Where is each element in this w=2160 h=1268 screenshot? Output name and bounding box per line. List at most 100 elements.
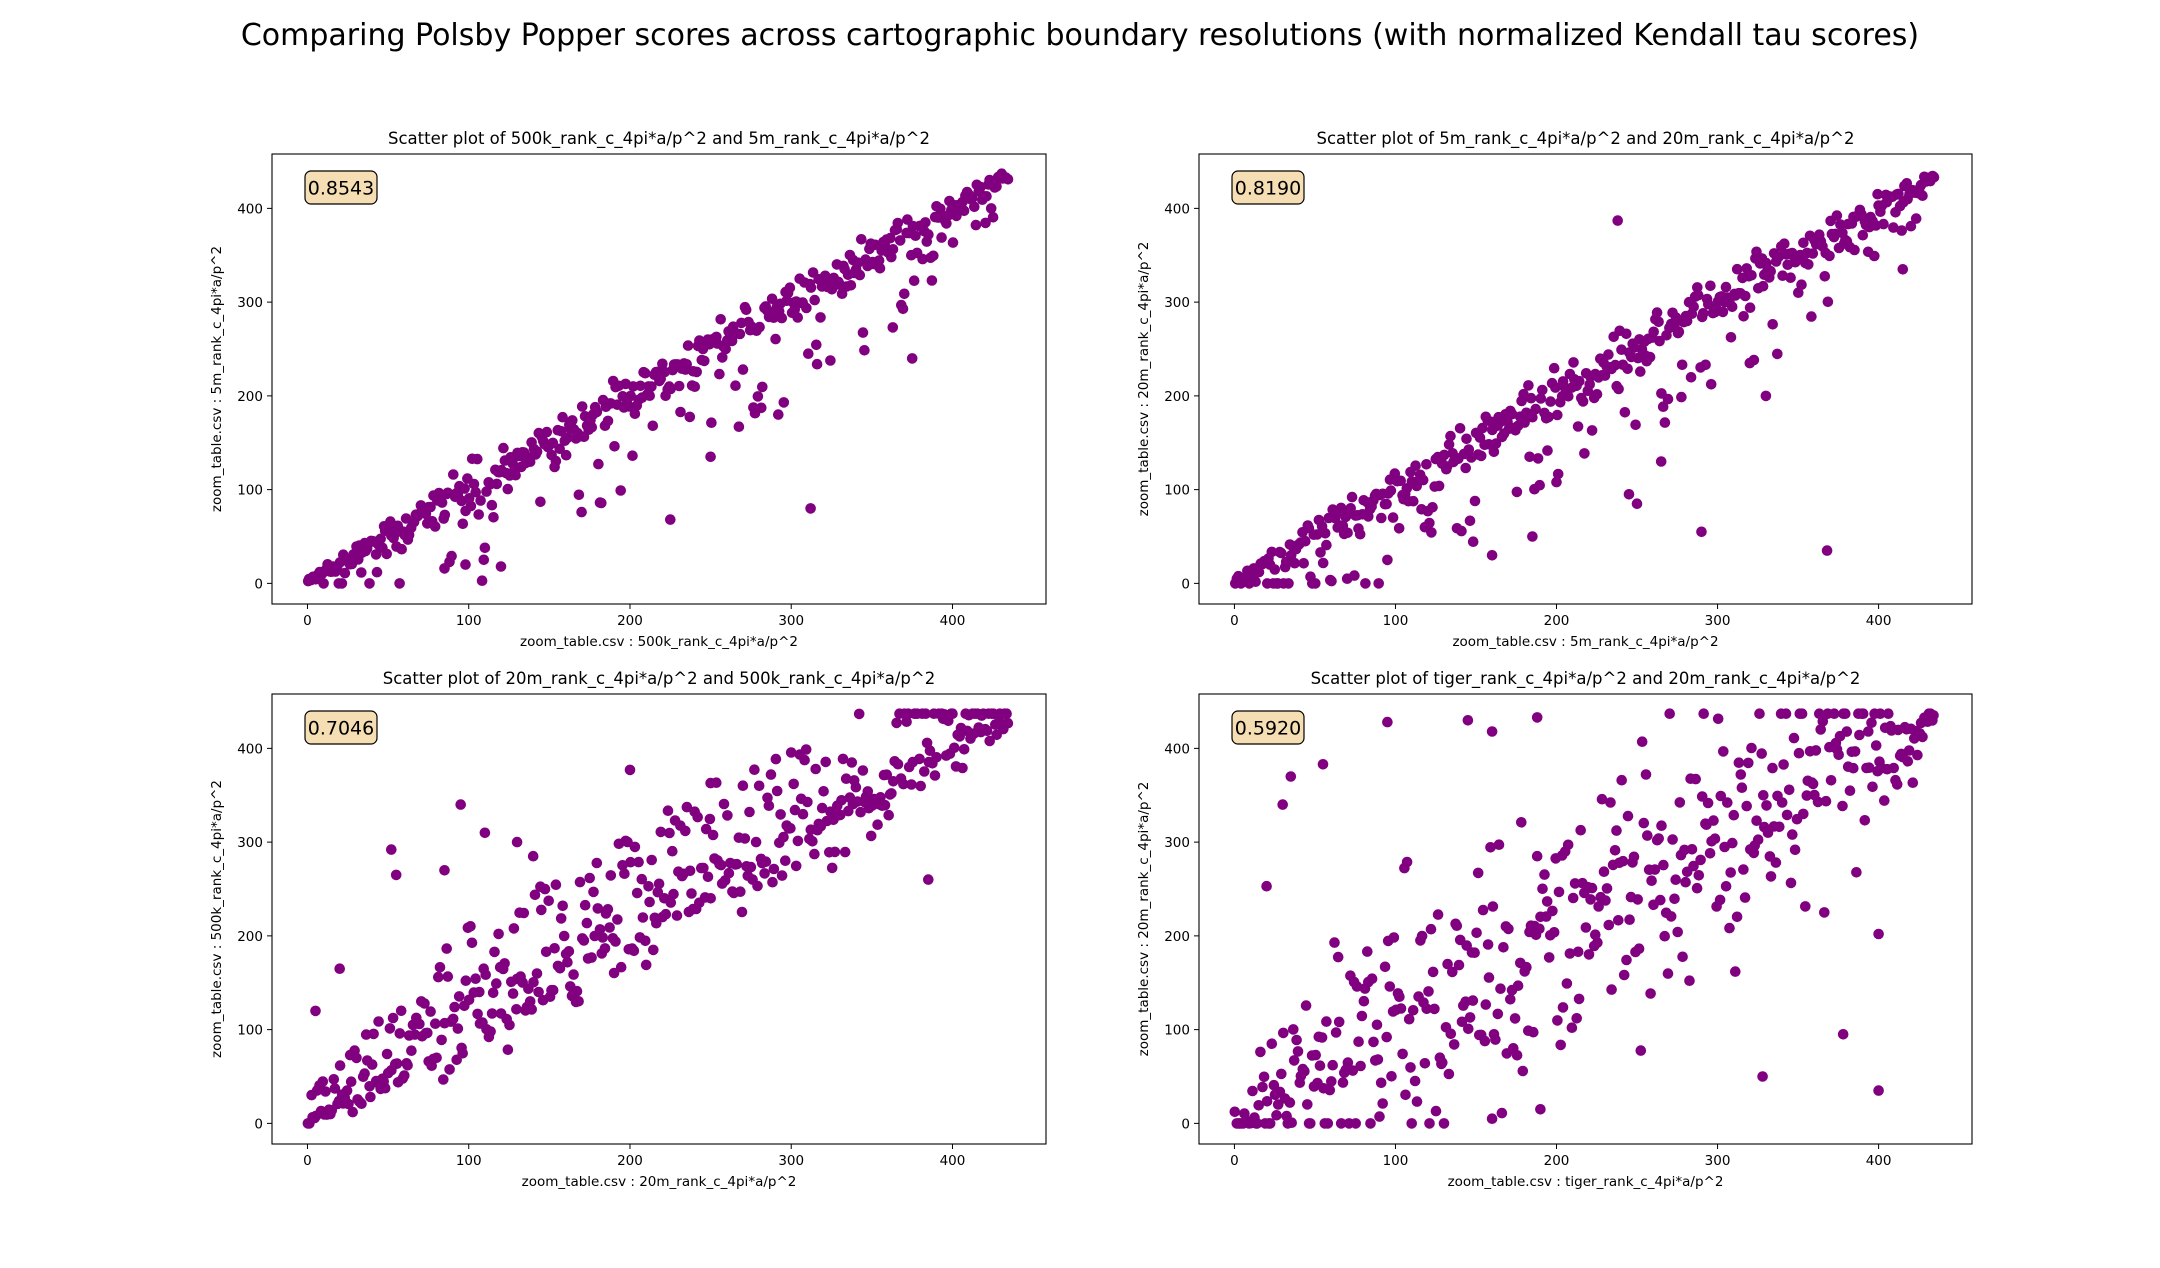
data-point: [1437, 1057, 1448, 1068]
data-point: [1373, 578, 1384, 589]
data-point: [1600, 895, 1611, 906]
data-point: [1619, 407, 1631, 418]
data-point: [1801, 790, 1813, 801]
data-point: [597, 932, 608, 943]
y-tick-label: 0: [1181, 576, 1190, 592]
x-tick-label: 300: [1705, 613, 1731, 629]
data-point: [1477, 422, 1488, 434]
data-point: [892, 758, 904, 770]
data-point: [1284, 1097, 1296, 1108]
data-point: [1319, 528, 1331, 539]
data-point: [799, 754, 810, 766]
data-point: [797, 808, 809, 820]
data-point: [1492, 1008, 1504, 1020]
data-point: [1247, 1085, 1258, 1097]
data-point: [801, 302, 812, 314]
data-point: [1610, 359, 1621, 371]
data-point: [857, 327, 869, 338]
data-point: [1803, 259, 1814, 270]
data-point: [1777, 270, 1788, 282]
data-point: [1395, 1003, 1407, 1014]
data-point: [1656, 820, 1667, 831]
y-tick-label: 0: [254, 576, 263, 592]
data-point: [540, 946, 552, 958]
data-point: [802, 796, 813, 808]
data-point: [879, 799, 891, 811]
data-point: [1251, 1118, 1263, 1129]
data-point: [705, 893, 716, 904]
data-point: [1633, 943, 1645, 954]
data-point: [875, 792, 886, 803]
data-point: [984, 174, 995, 186]
data-point: [612, 914, 623, 925]
data-point: [1330, 1027, 1342, 1038]
data-point: [1746, 742, 1757, 754]
data-point: [1618, 969, 1630, 981]
data-point: [1406, 1118, 1417, 1129]
data-point: [1603, 919, 1615, 931]
data-point: [1724, 922, 1735, 934]
data-point: [364, 578, 375, 589]
data-point: [800, 744, 812, 755]
data-point: [1800, 901, 1811, 912]
data-point: [531, 446, 543, 457]
data-point: [402, 1060, 413, 1071]
data-point: [1388, 932, 1400, 943]
data-point: [1511, 486, 1523, 498]
data-point: [554, 443, 565, 455]
data-point: [536, 904, 547, 916]
data-point: [339, 567, 351, 579]
data-points: [1230, 170, 1940, 589]
data-point: [615, 961, 627, 973]
data-point: [715, 314, 726, 325]
data-point: [1645, 988, 1656, 999]
data-point: [818, 786, 829, 797]
data-point: [1342, 1057, 1354, 1068]
kendall-score-box: [304, 710, 378, 745]
data-point: [1493, 839, 1505, 850]
data-point: [1599, 370, 1611, 381]
data-point: [1488, 446, 1500, 458]
data-point: [1691, 882, 1703, 894]
data-point: [1848, 762, 1859, 774]
kendall-score-value: 0.5920: [1235, 718, 1301, 740]
data-point: [1531, 712, 1543, 723]
data-point: [665, 514, 676, 525]
data-points: [1229, 708, 1939, 1129]
data-point: [673, 380, 685, 392]
data-point: [662, 805, 674, 816]
data-point: [1490, 1034, 1501, 1045]
data-point: [586, 952, 597, 963]
axes-frame: [271, 153, 1047, 605]
y-tick-label: 100: [1164, 1023, 1190, 1039]
data-point: [434, 962, 446, 973]
y-tick-label: 200: [237, 389, 263, 405]
data-point: [466, 937, 478, 949]
data-point: [1888, 222, 1899, 233]
data-point: [1385, 485, 1397, 496]
data-point: [518, 907, 530, 919]
data-point: [438, 1074, 449, 1085]
data-point: [845, 280, 857, 291]
data-point: [472, 1008, 483, 1020]
data-point: [1355, 1060, 1366, 1072]
x-tick-label: 200: [617, 613, 643, 629]
data-point: [555, 913, 567, 924]
data-point: [1837, 800, 1848, 812]
data-point: [1506, 408, 1518, 420]
data-point: [1831, 210, 1843, 221]
data-point: [1310, 578, 1321, 589]
data-point: [1574, 375, 1585, 387]
data-point: [1269, 564, 1281, 575]
data-point: [1311, 529, 1323, 540]
data-point: [1733, 757, 1745, 768]
data-point: [1735, 769, 1747, 780]
data-point: [816, 802, 828, 814]
data-point: [449, 1001, 460, 1013]
data-point: [969, 201, 980, 213]
data-point: [1366, 973, 1378, 984]
data-point: [1815, 724, 1826, 735]
data-point: [1740, 290, 1751, 302]
data-point: [750, 836, 762, 848]
data-point: [1454, 423, 1466, 434]
